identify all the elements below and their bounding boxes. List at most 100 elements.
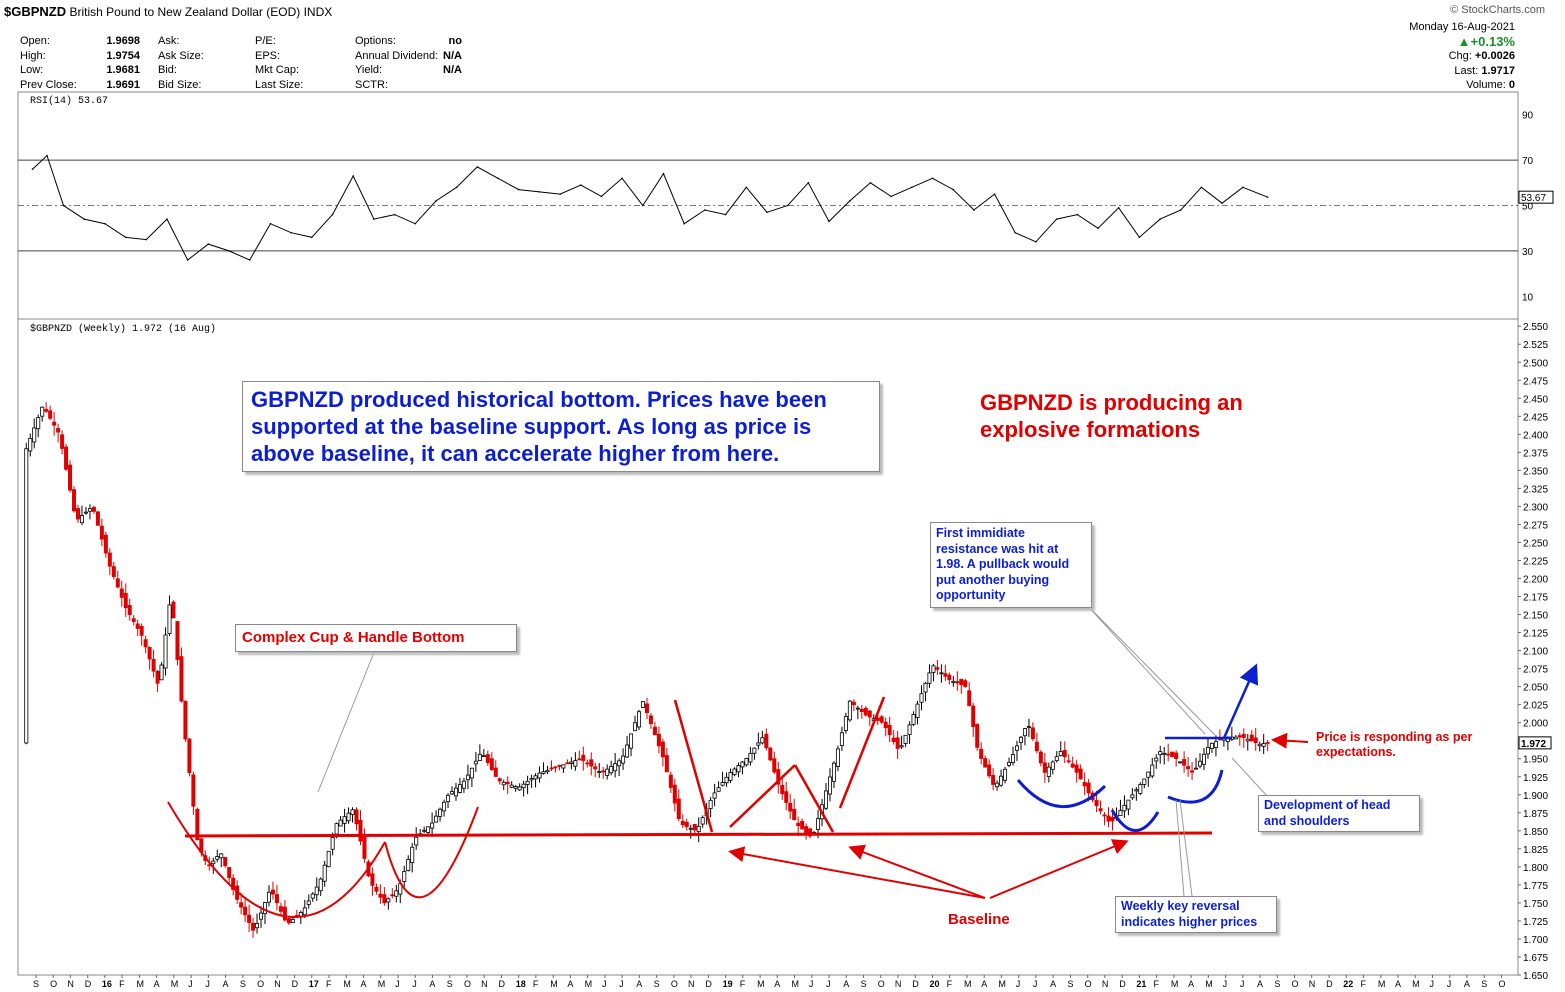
candle-body xyxy=(768,747,773,761)
candle-body xyxy=(103,534,108,554)
price-last-box xyxy=(1518,736,1552,750)
candle-body xyxy=(155,670,160,684)
candle-body xyxy=(911,714,916,725)
candle-body xyxy=(1098,808,1103,812)
rsi-point xyxy=(373,218,375,220)
rsi-point xyxy=(642,204,644,207)
handle-curve xyxy=(384,806,479,899)
rsi-tick-label: 50 xyxy=(1522,202,1534,213)
last-value: 1.9717 xyxy=(1481,64,1515,77)
quote-label: Prev Close: xyxy=(20,78,77,91)
price-tick-label: 1.650 xyxy=(1523,971,1548,982)
candle-body xyxy=(831,762,836,782)
x-tick-label: O xyxy=(878,979,885,989)
candle-body xyxy=(688,827,693,830)
chg-value: +0.0026 xyxy=(1474,50,1515,62)
rsi-point xyxy=(1117,206,1120,209)
rsi-point xyxy=(104,222,106,225)
price-tick-label: 1.800 xyxy=(1523,863,1548,874)
candle-body xyxy=(1170,751,1175,758)
candle-body xyxy=(187,738,192,773)
rsi-point xyxy=(414,222,417,225)
candle-body xyxy=(537,772,542,779)
rsi-point xyxy=(352,175,354,177)
candle-body xyxy=(963,680,968,687)
rsi-point xyxy=(393,213,396,216)
candle-body xyxy=(40,406,45,417)
candle-body xyxy=(589,759,594,767)
baseline-arrow xyxy=(848,844,986,899)
x-tick-label: M xyxy=(757,979,765,989)
candle-body xyxy=(597,771,602,774)
x-tick-label: J xyxy=(395,979,400,989)
price-tick-label: 2.050 xyxy=(1523,683,1548,694)
candle-body xyxy=(76,508,81,520)
rsi-point xyxy=(145,238,148,241)
candle-body xyxy=(438,808,443,817)
candle-body xyxy=(390,894,395,897)
candle-body xyxy=(847,700,852,721)
candle-body xyxy=(473,760,478,765)
price-tick-label: 2.150 xyxy=(1523,611,1548,622)
quote-label: Bid Size: xyxy=(158,78,202,91)
candle-body xyxy=(259,912,264,920)
x-tick-label: S xyxy=(447,979,453,989)
candle-body xyxy=(183,700,188,740)
candle-body xyxy=(541,771,546,774)
candle-body xyxy=(656,733,661,747)
rsi-point xyxy=(952,188,954,191)
rsi-tick-label: 70 xyxy=(1522,156,1534,167)
x-tick-label: A xyxy=(223,979,229,989)
rsi-tick-label: 30 xyxy=(1522,247,1534,258)
x-tick-label: O xyxy=(464,979,471,989)
price-tick-label: 2.175 xyxy=(1523,593,1548,604)
x-tick-label: F xyxy=(740,979,746,989)
rsi-point xyxy=(579,184,582,186)
annotation-price-response: Price is responding as per expectations. xyxy=(1316,730,1473,759)
pattern-line xyxy=(729,764,796,828)
rsi-point xyxy=(1097,227,1099,229)
candle-body xyxy=(1138,784,1143,794)
candle-body xyxy=(903,734,908,744)
candle-body xyxy=(461,780,466,789)
rsi-point xyxy=(1242,186,1244,189)
rsi-point xyxy=(538,191,541,193)
quote-date: Monday 16-Aug-2021 xyxy=(1409,21,1515,33)
candle-body xyxy=(302,907,307,916)
x-tick-label: O xyxy=(1292,979,1299,989)
candle-body xyxy=(561,764,566,769)
price-tick-label: 2.425 xyxy=(1523,412,1548,423)
x-tick-label: N xyxy=(1102,979,1109,989)
candle-body xyxy=(995,782,1000,788)
candle-body xyxy=(792,808,797,821)
x-tick-label: A xyxy=(981,979,987,989)
candle-body xyxy=(115,578,120,588)
candle-body xyxy=(549,767,554,770)
candle-body xyxy=(64,446,69,470)
candle-body xyxy=(1034,741,1039,752)
candle-body xyxy=(465,774,470,781)
candle-body xyxy=(975,723,980,748)
candle-body xyxy=(286,918,291,924)
candle-body xyxy=(652,726,657,736)
candle-body xyxy=(231,877,236,890)
price-tick-label: 2.300 xyxy=(1523,502,1548,513)
quote-label: Mkt Cap: xyxy=(255,64,300,76)
candle-body xyxy=(804,826,809,833)
candle-body xyxy=(987,764,992,777)
price-tick-label: 2.200 xyxy=(1523,575,1548,586)
candle-body xyxy=(1050,761,1055,770)
x-tick-label: A xyxy=(1050,979,1056,989)
candle-body xyxy=(219,853,224,859)
pattern-line xyxy=(673,699,714,833)
rsi-point xyxy=(973,209,975,211)
price-tick-label: 2.225 xyxy=(1523,556,1548,567)
candle-body xyxy=(1011,754,1016,763)
candle-body xyxy=(282,906,287,921)
candle-body xyxy=(36,417,41,430)
candle-body xyxy=(469,767,474,779)
candle-body xyxy=(740,761,745,768)
rsi-point xyxy=(1035,241,1037,243)
quote-label: Bid: xyxy=(158,64,177,76)
candle-body xyxy=(227,867,232,879)
